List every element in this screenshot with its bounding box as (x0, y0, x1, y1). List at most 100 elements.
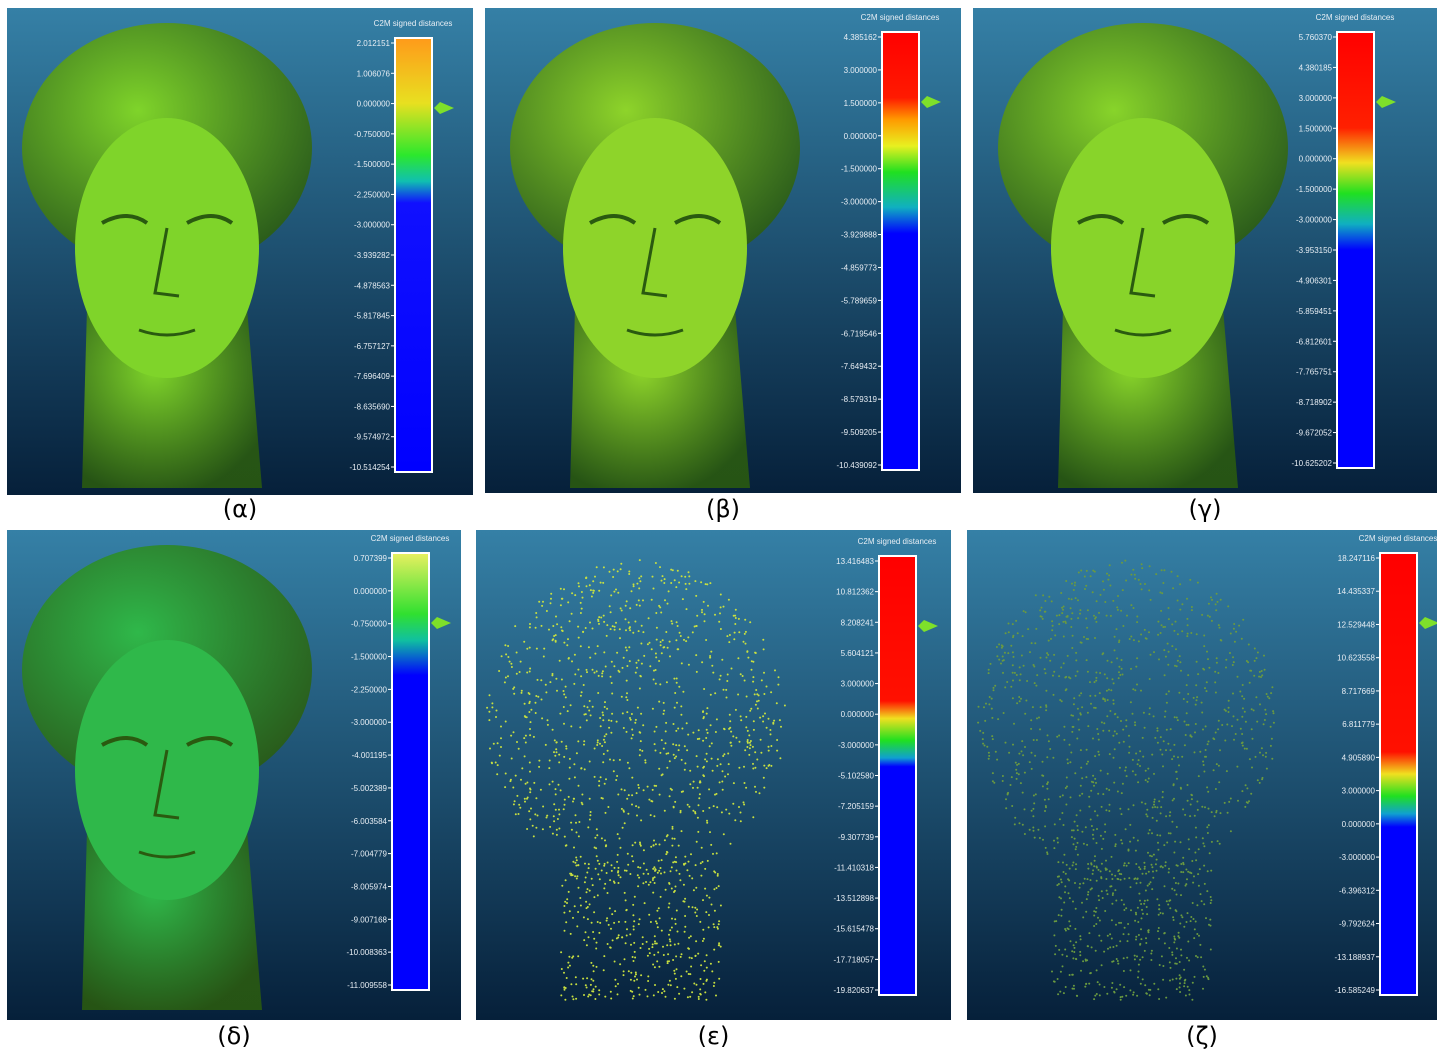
point (1187, 941, 1189, 943)
point (654, 940, 656, 942)
point (1058, 949, 1060, 951)
point (619, 628, 621, 630)
point (658, 768, 660, 770)
point (1040, 706, 1042, 708)
point (607, 892, 609, 894)
point (623, 970, 625, 972)
point (1261, 674, 1263, 676)
point (1129, 824, 1131, 826)
point (1037, 829, 1039, 831)
point (1064, 928, 1066, 930)
point (692, 732, 694, 734)
point (1123, 970, 1125, 972)
point (1151, 832, 1153, 834)
point (613, 665, 615, 667)
point (598, 989, 600, 991)
tick-label: -7.004779 (351, 850, 388, 859)
point (498, 670, 500, 672)
point (663, 748, 665, 750)
point (570, 933, 572, 935)
point (629, 717, 631, 719)
point (1071, 583, 1073, 585)
point (493, 743, 495, 745)
point (1204, 969, 1206, 971)
point (1055, 945, 1057, 947)
point (693, 781, 695, 783)
point (1135, 753, 1137, 755)
point (610, 594, 612, 596)
point (1058, 614, 1060, 616)
point (1123, 986, 1125, 988)
point (669, 795, 671, 797)
point (1192, 882, 1194, 884)
point (1075, 941, 1077, 943)
point (1150, 599, 1152, 601)
point (998, 659, 1000, 661)
point (674, 757, 676, 759)
point (683, 639, 685, 641)
point (711, 904, 713, 906)
point (1075, 848, 1077, 850)
point (1015, 620, 1017, 622)
point (641, 625, 643, 627)
point (1101, 964, 1103, 966)
point (1187, 674, 1189, 676)
point (1239, 691, 1241, 693)
point (633, 995, 635, 997)
point (1255, 696, 1257, 698)
point (747, 657, 749, 659)
point (652, 879, 654, 881)
point (659, 566, 661, 568)
point (1119, 940, 1121, 942)
point (1112, 894, 1114, 896)
point (1071, 598, 1073, 600)
point (683, 988, 685, 990)
point (695, 864, 697, 866)
point (516, 795, 518, 797)
point (1093, 865, 1095, 867)
point (523, 641, 525, 643)
tick-label: -9.307739 (838, 833, 875, 842)
point (1095, 677, 1097, 679)
point (1161, 955, 1163, 957)
point (593, 911, 595, 913)
point (538, 760, 540, 762)
point (625, 647, 627, 649)
point (565, 696, 567, 698)
point (1162, 965, 1164, 967)
point (580, 675, 582, 677)
point (533, 782, 535, 784)
point (1016, 674, 1018, 676)
point (649, 642, 651, 644)
point (988, 752, 990, 754)
point (578, 582, 580, 584)
point (652, 708, 654, 710)
point (1259, 782, 1261, 784)
point (1258, 676, 1260, 678)
point (1056, 615, 1058, 617)
point (752, 768, 754, 770)
point (679, 632, 681, 634)
point (520, 779, 522, 781)
point (1208, 603, 1210, 605)
point (592, 931, 594, 933)
point (674, 838, 676, 840)
point (696, 615, 698, 617)
point (1181, 630, 1183, 632)
point (610, 720, 612, 722)
caption: (β) (485, 495, 961, 523)
tick-label: -3.929888 (841, 231, 878, 240)
point (1031, 752, 1033, 754)
point (640, 575, 642, 577)
point (762, 715, 764, 717)
point (639, 731, 641, 733)
point (1065, 580, 1067, 582)
point (1079, 954, 1081, 956)
point (596, 855, 598, 857)
point (1232, 656, 1234, 658)
point (542, 601, 544, 603)
point (554, 739, 556, 741)
point (1176, 948, 1178, 950)
point (696, 984, 698, 986)
point (667, 834, 669, 836)
